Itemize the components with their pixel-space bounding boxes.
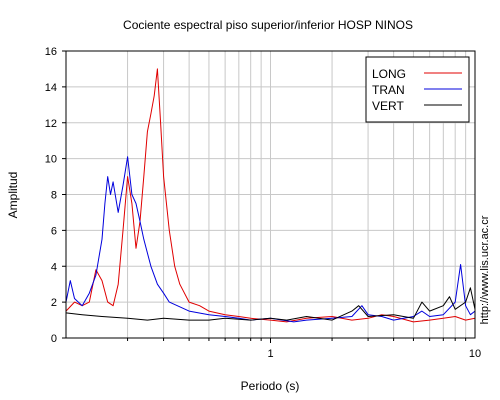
chart-title: Cociente espectral piso superior/inferio… bbox=[123, 18, 413, 32]
y-tick-label: 2 bbox=[51, 297, 57, 309]
y-tick-label: 12 bbox=[45, 118, 57, 130]
x-axis-label: Periodo (s) bbox=[241, 379, 300, 393]
y-tick-label: 6 bbox=[51, 225, 57, 237]
legend-label-vert: VERT bbox=[372, 99, 404, 113]
legend-label-tran: TRAN bbox=[372, 83, 405, 97]
y-tick-label: 4 bbox=[51, 261, 57, 273]
plot-frame bbox=[65, 50, 476, 339]
y-tick-label: 8 bbox=[51, 190, 57, 202]
series-line-tran bbox=[65, 156, 476, 323]
y-tick-label: 14 bbox=[45, 82, 57, 94]
legend-label-long: LONG bbox=[372, 67, 406, 81]
y-axis-label: Amplitud bbox=[6, 172, 20, 219]
source-url: http://www.lis.ucr.ac.cr bbox=[479, 215, 491, 324]
x-tick-label: 10 bbox=[469, 348, 481, 360]
y-axis-ticks: 0 2 4 6 8 10 12 14 16 bbox=[45, 46, 66, 345]
y-tick-label: 10 bbox=[45, 154, 57, 166]
y-tick-label: 16 bbox=[45, 46, 57, 58]
series-line-vert bbox=[65, 287, 476, 321]
x-tick-label: 1 bbox=[267, 348, 273, 360]
series-layer bbox=[65, 68, 476, 323]
y-tick-label: 0 bbox=[51, 333, 57, 345]
legend: LONG TRAN VERT bbox=[365, 56, 470, 123]
